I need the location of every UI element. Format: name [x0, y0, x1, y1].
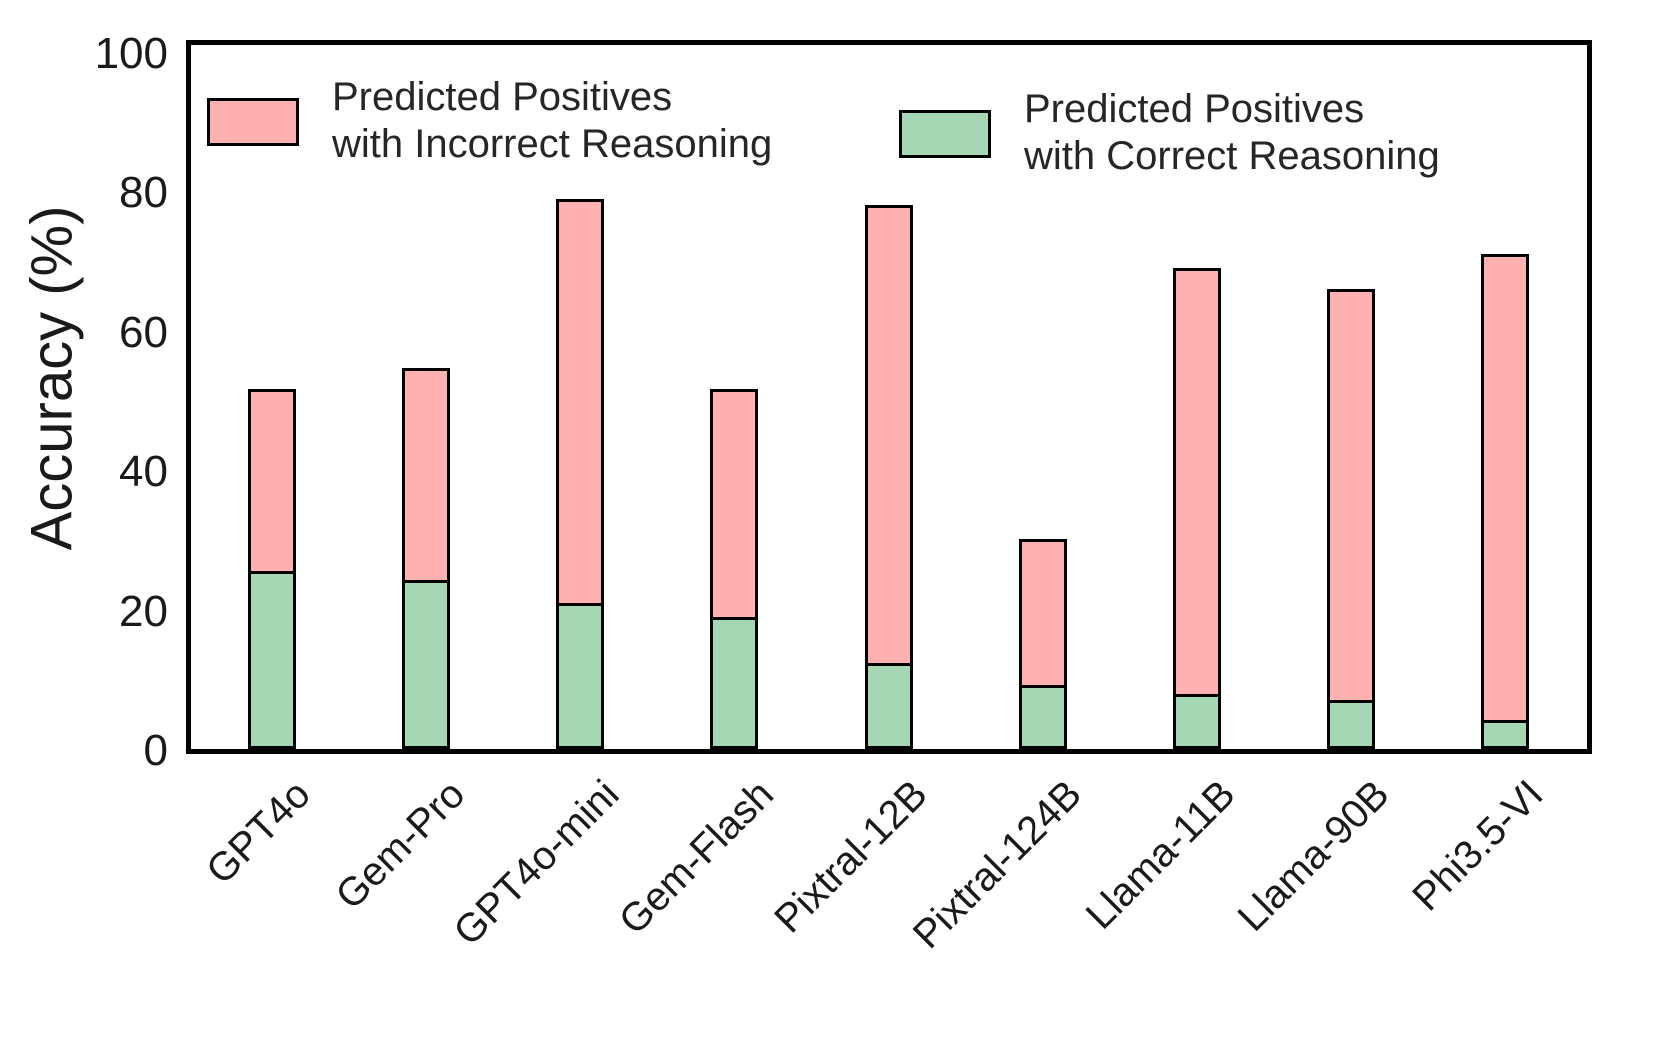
legend-label-incorrect-reasoning: Predicted Positives with Incorrect Reaso… — [332, 75, 773, 166]
bar-segment-correct-reasoning — [864, 663, 913, 749]
bar-segment-correct-reasoning — [1018, 684, 1067, 749]
bar-segment-incorrect-reasoning — [1481, 254, 1529, 724]
x-category-label-GPT4o-mini: GPT4o-mini — [445, 772, 628, 955]
bar-segment-incorrect-reasoning — [864, 204, 913, 667]
bar-segment-correct-reasoning — [248, 570, 296, 749]
x-category-label-GPT4o: GPT4o — [198, 772, 320, 893]
bar-stack-Pixtral-124B — [1018, 538, 1067, 749]
x-category-label-Pixtral-12B: Pixtral-12B — [766, 772, 936, 942]
y-tick-label-0: 0 — [143, 726, 168, 775]
legend-swatch-correct-reasoning — [899, 110, 991, 158]
bar-segment-incorrect-reasoning — [1326, 288, 1375, 704]
bar-segment-correct-reasoning — [710, 617, 759, 749]
bar-stack-Llama-11B — [1172, 268, 1221, 749]
x-category-label-Gem-Flash: Gem-Flash — [610, 772, 782, 943]
bar-segment-incorrect-reasoning — [1018, 538, 1067, 688]
plot-area — [186, 40, 1592, 754]
legend-swatch-incorrect-reasoning — [207, 98, 299, 146]
bar-segment-incorrect-reasoning — [402, 367, 451, 583]
y-tick-label-80: 80 — [119, 168, 168, 218]
y-axis-label: Accuracy (%) — [19, 205, 85, 551]
bar-segment-correct-reasoning — [556, 602, 605, 749]
y-tick-label-20: 20 — [119, 586, 168, 636]
x-category-label-Llama-90B: Llama-90B — [1230, 772, 1398, 940]
bar-segment-correct-reasoning — [1326, 700, 1375, 749]
bar-segment-incorrect-reasoning — [556, 199, 605, 606]
x-category-label-Llama-11B: Llama-11B — [1078, 772, 1244, 938]
bar-stack-Pixtral-12B — [864, 204, 913, 749]
legend-label-correct-reasoning: Predicted Positives with Correct Reasoni… — [1024, 87, 1440, 178]
x-category-label-Phi3.5-VI: Phi3.5-VI — [1404, 772, 1553, 920]
x-category-label-Gem-Pro: Gem-Pro — [327, 772, 474, 918]
bar-stack-Phi3.5-VI — [1481, 254, 1529, 749]
y-tick-label-100: 100 — [94, 28, 168, 78]
bar-stack-Llama-90B — [1326, 288, 1375, 749]
bar-segment-incorrect-reasoning — [1172, 268, 1221, 697]
bar-segment-incorrect-reasoning — [710, 389, 759, 621]
bar-stack-Gem-Flash — [710, 389, 759, 749]
bar-stack-GPT4o — [248, 389, 296, 749]
bar-segment-correct-reasoning — [1172, 693, 1221, 749]
y-tick-label-40: 40 — [119, 447, 168, 497]
bar-segment-correct-reasoning — [1481, 720, 1529, 749]
bar-stack-Gem-Pro — [402, 367, 451, 749]
bar-stack-GPT4o-mini — [556, 199, 605, 749]
bar-segment-incorrect-reasoning — [248, 389, 296, 574]
bar-segment-correct-reasoning — [402, 579, 451, 749]
y-tick-label-60: 60 — [119, 307, 168, 357]
